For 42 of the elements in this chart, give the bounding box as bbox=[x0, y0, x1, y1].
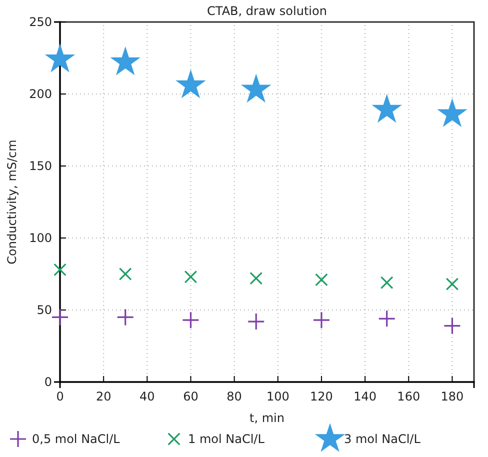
point bbox=[46, 45, 74, 72]
point bbox=[177, 71, 204, 97]
point bbox=[312, 311, 330, 329]
x-tick-label: 160 bbox=[397, 390, 420, 404]
point bbox=[247, 312, 265, 330]
legend-label: 1 mol NaCl/L bbox=[188, 432, 265, 446]
point bbox=[54, 263, 66, 276]
point bbox=[443, 317, 462, 335]
point bbox=[242, 76, 270, 102]
x-tick-label: 0 bbox=[56, 390, 64, 404]
y-tick-label: 0 bbox=[44, 374, 52, 389]
chart-title: CTAB, draw solution bbox=[207, 4, 327, 18]
point bbox=[112, 48, 139, 74]
x-tick-label: 100 bbox=[266, 390, 290, 404]
x-tick-label: 180 bbox=[440, 390, 464, 404]
point bbox=[315, 273, 328, 286]
legend-label: 0,5 mol NaCl/L bbox=[32, 432, 120, 446]
x-tick-label: 60 bbox=[183, 390, 198, 404]
point bbox=[51, 308, 69, 326]
point bbox=[380, 276, 394, 290]
point bbox=[118, 268, 132, 280]
x-tick-label: 120 bbox=[310, 390, 333, 404]
point bbox=[378, 310, 396, 328]
legend-label: 3 mol NaCl/L bbox=[344, 432, 421, 446]
y-tick-label: 200 bbox=[29, 86, 52, 101]
x-tick-label: 40 bbox=[140, 390, 155, 404]
point bbox=[373, 96, 400, 122]
point bbox=[184, 270, 198, 284]
point bbox=[446, 278, 459, 291]
y-tick-label: 250 bbox=[29, 14, 52, 29]
point bbox=[250, 272, 263, 285]
point bbox=[182, 311, 200, 329]
y-tick-label: 100 bbox=[29, 230, 52, 245]
point bbox=[116, 308, 134, 326]
point bbox=[438, 100, 466, 126]
x-tick-label: 140 bbox=[354, 390, 377, 404]
y-axis-title: Conductivity, mS/cm bbox=[5, 140, 19, 264]
x-tick-label: 80 bbox=[226, 390, 242, 404]
x-tick-label: 20 bbox=[96, 390, 112, 404]
x-axis-title: t, min bbox=[250, 411, 284, 425]
y-tick-label: 50 bbox=[36, 302, 52, 317]
y-tick-label: 150 bbox=[29, 158, 52, 173]
